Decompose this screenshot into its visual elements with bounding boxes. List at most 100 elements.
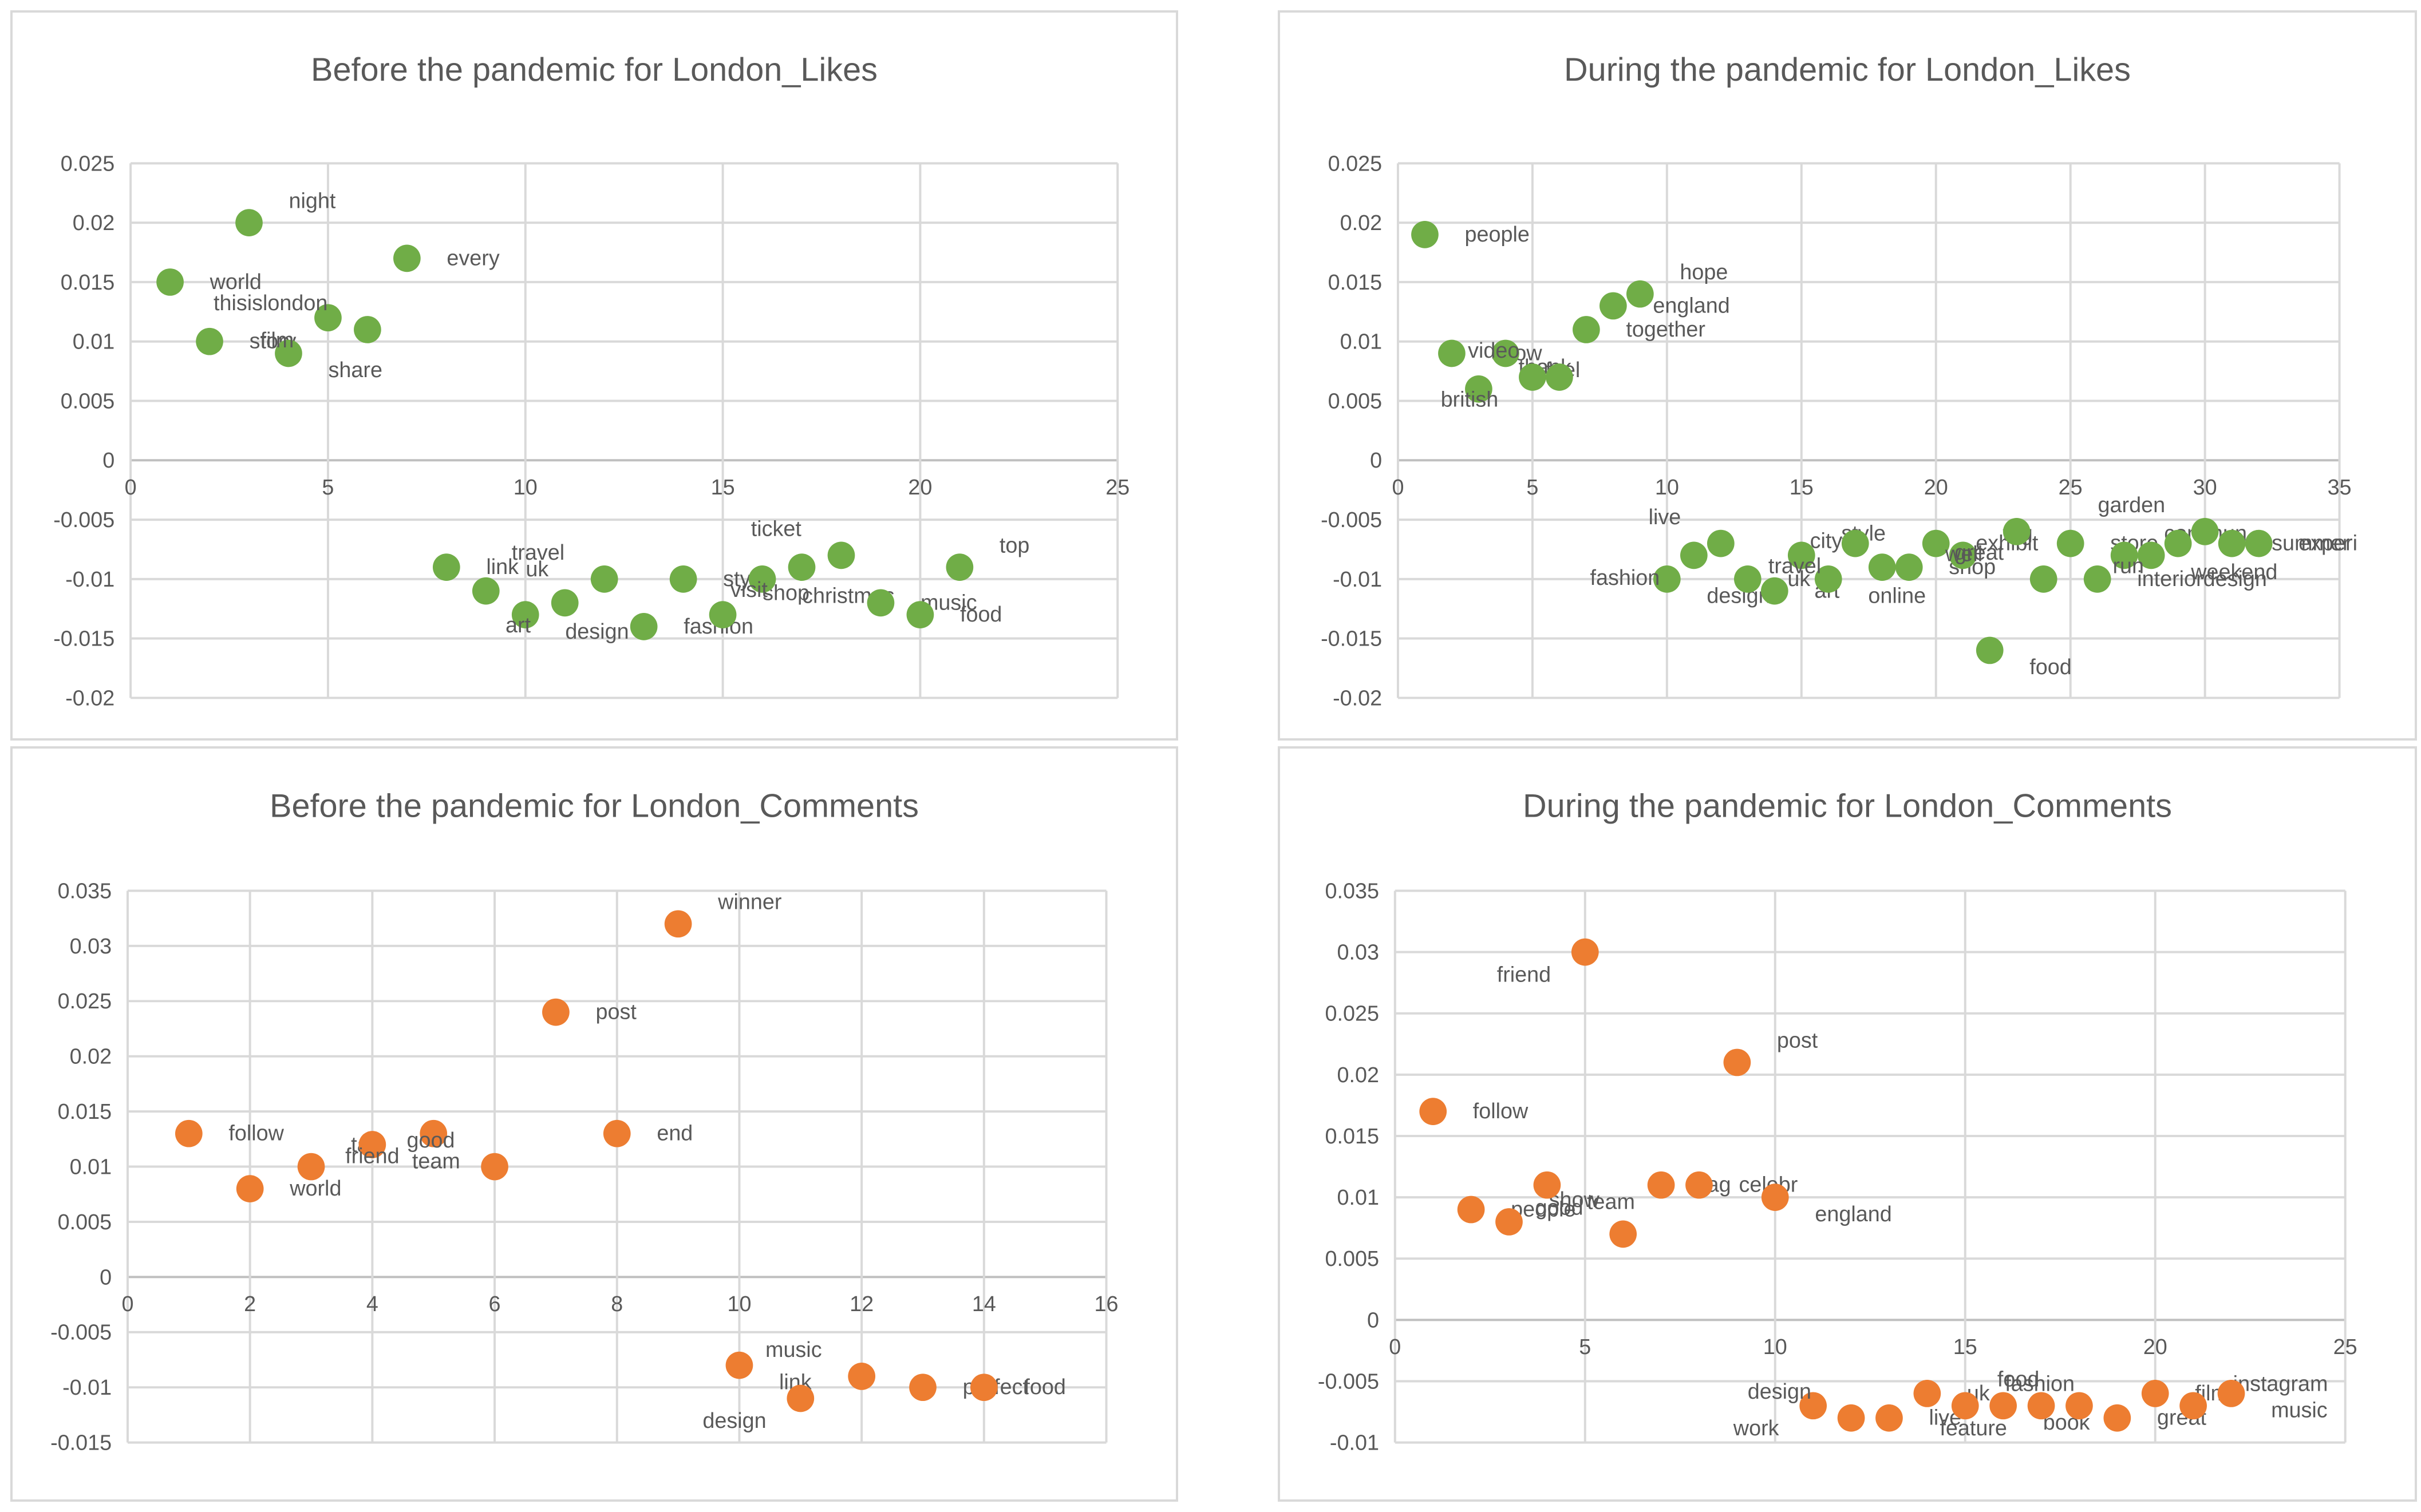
- data-point: [725, 1351, 753, 1379]
- data-point: [275, 339, 302, 367]
- y-tick-label: 0.015: [1328, 271, 1382, 295]
- chart-title: Before the pandemic for London_Likes: [311, 52, 878, 88]
- data-point: [1626, 280, 1654, 308]
- y-tick-label: -0.02: [1333, 686, 1382, 710]
- data-point: [1533, 1171, 1561, 1199]
- y-tick-label: 0.03: [70, 935, 112, 959]
- data-label: great: [1954, 541, 2004, 565]
- data-point: [542, 998, 570, 1026]
- y-tick-label: 0.015: [58, 1100, 112, 1124]
- data-label: friend: [1497, 963, 1551, 987]
- data-point: [2083, 565, 2111, 593]
- x-tick-label: 10: [1763, 1335, 1787, 1359]
- x-tick-label: 0: [121, 1292, 133, 1316]
- data-label: england: [1815, 1202, 1891, 1226]
- x-tick-label: 15: [711, 476, 735, 500]
- data-point: [297, 1153, 325, 1181]
- y-tick-label: -0.005: [1318, 1369, 1379, 1394]
- data-point: [196, 327, 223, 355]
- data-label: team: [1587, 1190, 1635, 1214]
- chart-panel-during-likes: During the pandemic for London_Likes -0.0…: [1278, 10, 2417, 741]
- data-label: ticket: [751, 517, 802, 541]
- data-point: [472, 577, 500, 605]
- data-label: travel: [512, 541, 564, 565]
- y-tick-label: 0.005: [58, 1210, 112, 1234]
- y-tick-label: 0.02: [1337, 1063, 1379, 1087]
- x-tick-label: 35: [2328, 476, 2352, 500]
- data-label: experi: [2298, 532, 2357, 556]
- y-tick-label: 0.035: [1325, 879, 1379, 903]
- x-tick-label: 0: [125, 476, 137, 500]
- data-point: [909, 1374, 937, 1402]
- data-label: every: [447, 246, 499, 270]
- data-label: interiordesign: [2137, 567, 2267, 591]
- data-label: share: [329, 358, 382, 382]
- data-label: design: [565, 620, 629, 644]
- x-tick-label: 5: [1526, 476, 1538, 500]
- data-label: visit: [730, 578, 768, 602]
- data-label: garden: [2098, 493, 2166, 517]
- y-tick-label: -0.01: [65, 568, 114, 592]
- x-tick-label: 10: [1655, 476, 1679, 500]
- data-point: [2110, 541, 2138, 569]
- data-point: [1609, 1220, 1637, 1248]
- data-point: [1707, 529, 1735, 557]
- y-tick-label: -0.02: [65, 686, 114, 710]
- data-point: [1495, 1208, 1523, 1236]
- data-point: [358, 1131, 386, 1158]
- data-label: city: [1810, 529, 1843, 553]
- data-label: post: [595, 1000, 637, 1024]
- data-label: night: [289, 189, 336, 213]
- data-point: [1465, 375, 1492, 403]
- data-label: music: [765, 1338, 822, 1362]
- data-point: [603, 1119, 631, 1147]
- data-point: [1411, 221, 1439, 248]
- y-tick-label: 0.005: [61, 389, 114, 413]
- data-point: [2103, 1404, 2131, 1432]
- data-point: [2056, 529, 2084, 557]
- data-label: hope: [1680, 260, 1728, 284]
- data-label: british: [1441, 388, 1499, 412]
- chart-before-comments: Before the pandemic for London_Comments -…: [50, 787, 1118, 1455]
- data-point: [156, 268, 184, 296]
- y-tick-label: 0.02: [70, 1045, 112, 1069]
- data-point: [1573, 316, 1600, 343]
- y-tick-label: 0.02: [1340, 211, 1382, 235]
- y-tick-label: 0.005: [1328, 389, 1382, 413]
- data-point: [2141, 1380, 2169, 1407]
- y-tick-label: 0.01: [73, 330, 114, 354]
- data-point: [1799, 1392, 1827, 1420]
- y-tick-label: 0.025: [58, 989, 112, 1014]
- y-tick-label: 0.01: [1340, 330, 1382, 354]
- data-label: good: [1535, 1196, 1583, 1220]
- data-point: [1685, 1171, 1713, 1199]
- data-point: [1913, 1380, 1941, 1407]
- data-point: [175, 1119, 203, 1147]
- data-point: [669, 565, 697, 593]
- data-point: [420, 1119, 448, 1147]
- chart-title: During the pandemic for London_Comments: [1523, 787, 2172, 824]
- y-tick-label: 0.025: [1328, 152, 1382, 176]
- data-label: travel: [1768, 554, 1821, 578]
- data-point: [827, 541, 855, 569]
- x-tick-label: 5: [322, 476, 334, 500]
- data-point: [393, 244, 421, 272]
- data-point: [235, 209, 263, 236]
- y-tick-label: 0.015: [61, 271, 114, 295]
- y-tick-label: -0.005: [50, 1321, 112, 1345]
- data-point: [314, 304, 342, 332]
- y-tick-label: -0.005: [53, 508, 114, 532]
- x-tick-label: 8: [611, 1292, 623, 1316]
- data-point: [2218, 529, 2246, 557]
- y-tick-label: 0: [102, 449, 114, 473]
- y-tick-label: 0.025: [61, 152, 114, 176]
- data-label: follow: [228, 1122, 284, 1146]
- x-tick-label: 25: [1105, 476, 1129, 500]
- data-label: food: [960, 603, 1002, 627]
- data-point: [787, 1384, 815, 1412]
- data-label: feature: [1940, 1416, 2007, 1440]
- data-label: people: [1465, 223, 1530, 247]
- x-tick-label: 15: [1953, 1335, 1977, 1359]
- data-point: [1457, 1196, 1485, 1224]
- x-tick-label: 30: [2193, 476, 2217, 500]
